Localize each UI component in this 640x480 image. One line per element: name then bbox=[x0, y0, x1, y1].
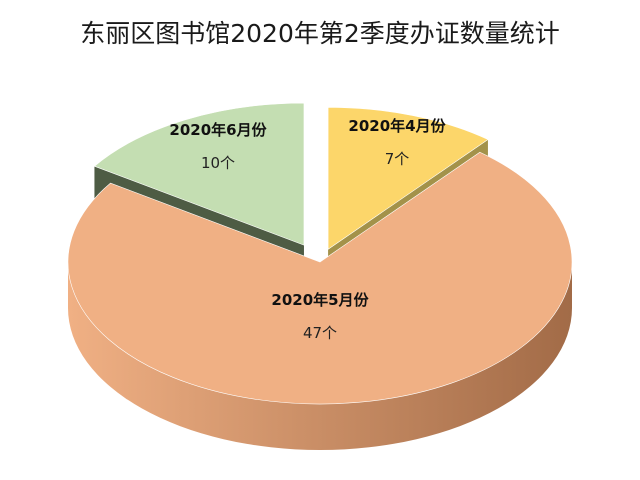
pie-label-value-3: 10个 bbox=[201, 154, 235, 172]
pie-label-category-3: 2020年6月份 bbox=[169, 121, 267, 139]
pie-slice-side-2 bbox=[68, 262, 572, 450]
chart-title: 东丽区图书馆2020年第2季度办证数量统计 bbox=[80, 19, 560, 48]
pie-slice-3 bbox=[93, 102, 305, 246]
pie-label-value-1: 7个 bbox=[385, 150, 410, 168]
pie-slice-1 bbox=[327, 106, 489, 250]
pie-label-category-1: 2020年4月份 bbox=[348, 117, 446, 135]
pie-label-value-2: 47个 bbox=[303, 324, 337, 342]
pie-slice-2 bbox=[67, 151, 573, 405]
pie-label-category-2: 2020年5月份 bbox=[271, 291, 369, 309]
